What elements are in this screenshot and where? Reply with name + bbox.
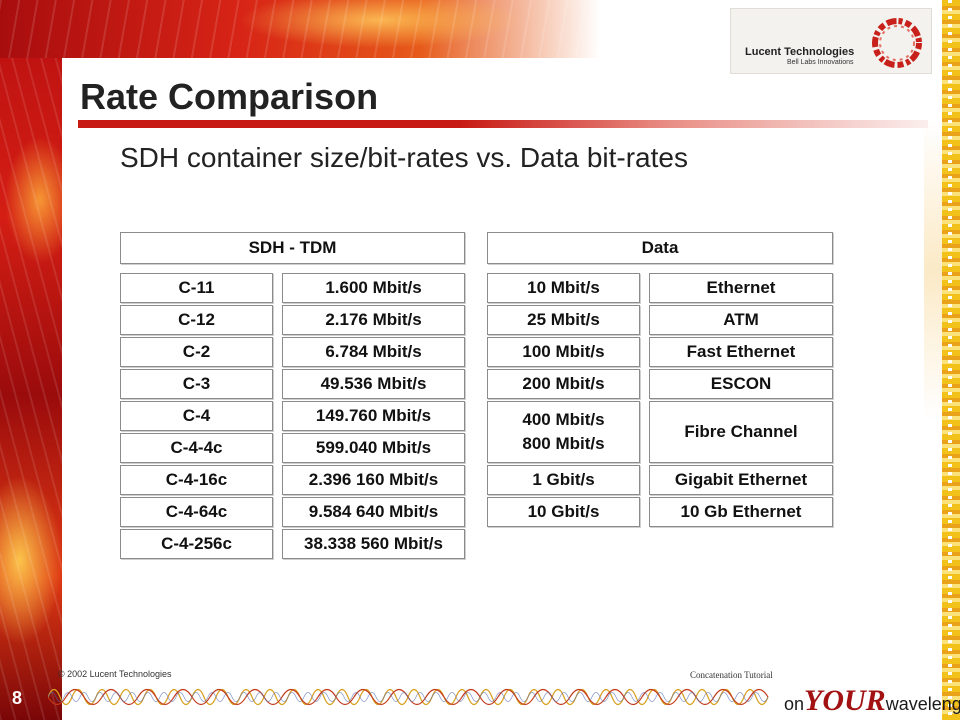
sdh-header: SDH - TDM <box>120 232 465 264</box>
data-rate-line: 800 Mbit/s <box>522 434 605 453</box>
sdh-container-cell: C-2 <box>120 337 273 367</box>
sdh-rate-cell: 1.600 Mbit/s <box>282 273 465 303</box>
sdh-rate-cell: 599.040 Mbit/s <box>282 433 465 463</box>
brand-wavelength: wavelength <box>885 694 960 714</box>
page-title: Rate Comparison <box>80 76 379 117</box>
sdh-container-cell: C-12 <box>120 305 273 335</box>
data-rate-cell-double: 400 Mbit/s 800 Mbit/s <box>487 401 640 463</box>
brand-on: on <box>784 694 805 714</box>
wave-decoration-icon <box>48 688 769 706</box>
data-tech-cell: ESCON <box>649 369 833 399</box>
sdh-container-cell: C-4-16c <box>120 465 273 495</box>
brand-tagline: onYOURwavelength <box>784 684 960 718</box>
footer-copyright: © 2002 Lucent Technologies <box>58 669 172 679</box>
sdh-container-cell: C-3 <box>120 369 273 399</box>
data-rate-line: 400 Mbit/s <box>522 410 605 429</box>
data-rate-cell: 200 Mbit/s <box>487 369 640 399</box>
title-underline <box>78 120 928 128</box>
data-tech-cell: 10 Gb Ethernet <box>649 497 833 527</box>
data-header: Data <box>487 232 833 264</box>
page-number: 8 <box>12 688 23 708</box>
lucent-ring-icon <box>872 18 922 68</box>
sdh-container-cell: C-4-256c <box>120 529 273 559</box>
sdh-container-cell: C-4 <box>120 401 273 431</box>
logo-company-name: Lucent Technologies <box>745 46 855 58</box>
data-rate-cell: 100 Mbit/s <box>487 337 640 367</box>
sdh-rate-cell: 2.176 Mbit/s <box>282 305 465 335</box>
logo-tagline: Bell Labs Innovations <box>787 59 854 66</box>
sdh-rate-cell: 9.584 640 Mbit/s <box>282 497 465 527</box>
sdh-rate-cell: 149.760 Mbit/s <box>282 401 465 431</box>
footer-doc-name: Concatenation Tutorial <box>690 670 773 680</box>
brand-your: YOUR <box>804 684 886 717</box>
data-rate-cell: 1 Gbit/s <box>487 465 640 495</box>
data-tech-cell: Ethernet <box>649 273 833 303</box>
sdh-rate-cell: 49.536 Mbit/s <box>282 369 465 399</box>
sdh-rate-cell: 6.784 Mbit/s <box>282 337 465 367</box>
data-rate-cell: 25 Mbit/s <box>487 305 640 335</box>
sdh-rate-cell: 2.396 160 Mbit/s <box>282 465 465 495</box>
decorative-right-strip <box>942 0 960 720</box>
lucent-logo: Lucent Technologies Bell Labs Innovation… <box>730 8 932 74</box>
data-tech-cell: Fast Ethernet <box>649 337 833 367</box>
data-tech-cell: ATM <box>649 305 833 335</box>
decorative-top-band <box>0 0 600 58</box>
data-tech-cell: Fibre Channel <box>649 401 833 463</box>
decorative-right-accent <box>924 120 942 420</box>
data-tech-cell: Gigabit Ethernet <box>649 465 833 495</box>
data-rate-cell: 10 Gbit/s <box>487 497 640 527</box>
sdh-container-cell: C-4-4c <box>120 433 273 463</box>
sdh-container-cell: C-11 <box>120 273 273 303</box>
data-rate-cell: 10 Mbit/s <box>487 273 640 303</box>
sdh-container-cell: C-4-64c <box>120 497 273 527</box>
decorative-left-band <box>0 0 62 720</box>
page-subtitle: SDH container size/bit-rates vs. Data bi… <box>120 142 688 173</box>
sdh-rate-cell: 38.338 560 Mbit/s <box>282 529 465 559</box>
